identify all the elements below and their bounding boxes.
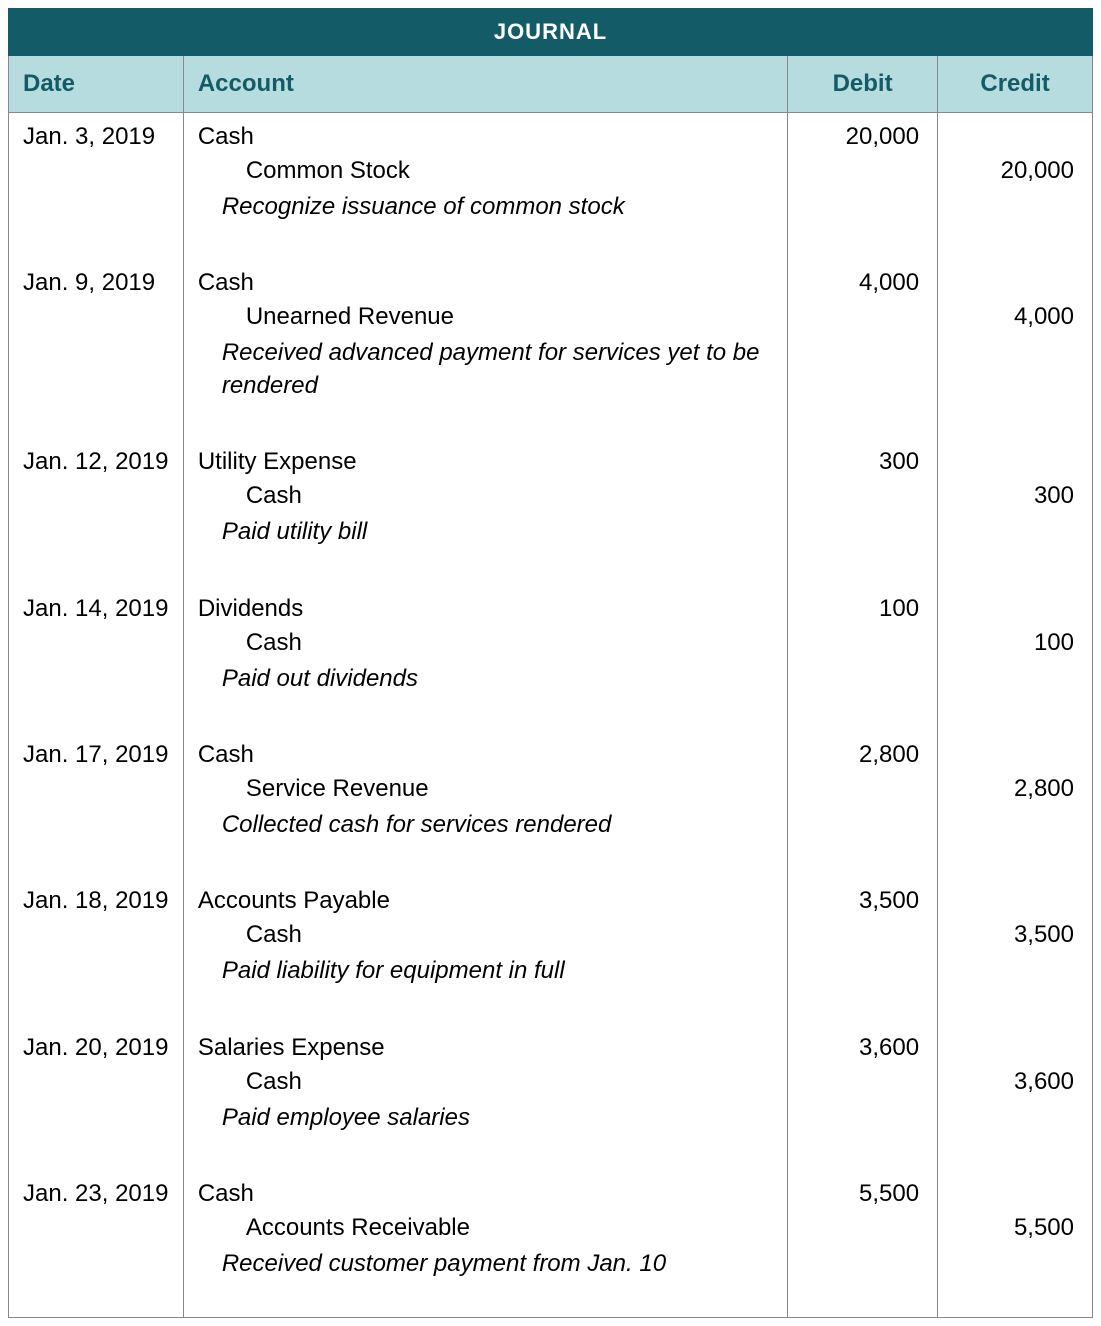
entry-memo: Recognize issuance of common stock: [198, 191, 773, 223]
entry-date: Jan. 14, 2019: [9, 585, 184, 731]
entry-memo: Paid employee salaries: [198, 1102, 773, 1134]
entry-debit: 100: [788, 585, 938, 731]
credit-value: 4,000: [952, 303, 1074, 331]
entry-credit: 3,500: [938, 877, 1093, 1023]
debit-account: Cash: [198, 741, 773, 769]
journal-entry: Jan. 23, 2019 Cash Accounts Receivable Rece…: [9, 1170, 1093, 1317]
journal-entry: Jan. 14, 2019 Dividends Cash Paid out divid…: [9, 585, 1093, 731]
entry-credit: 100: [938, 585, 1093, 731]
credit-value: 5,500: [952, 1214, 1074, 1242]
credit-value: 100: [952, 629, 1074, 657]
credit-account: Cash: [198, 1068, 773, 1096]
entry-accounts: Cash Service Revenue Collected cash for se…: [183, 731, 787, 877]
entry-debit: 300: [788, 438, 938, 584]
debit-account: Cash: [198, 1180, 773, 1208]
journal-entry: Jan. 12, 2019 Utility Expense Cash Paid uti…: [9, 438, 1093, 584]
credit-value: 3,500: [952, 921, 1074, 949]
entry-credit: 2,800: [938, 731, 1093, 877]
credit-account: Cash: [198, 482, 773, 510]
debit-account: Cash: [198, 269, 773, 297]
header-date: Date: [9, 56, 184, 113]
debit-account: Accounts Payable: [198, 887, 773, 915]
header-debit: Debit: [788, 56, 938, 113]
entry-credit: 3,600: [938, 1024, 1093, 1170]
entry-memo: Collected cash for services rendered: [198, 809, 773, 841]
entry-memo: Paid utility bill: [198, 516, 773, 548]
journal-entry: Jan. 18, 2019 Accounts Payable Cash Paid li…: [9, 877, 1093, 1023]
entry-credit: 300: [938, 438, 1093, 584]
journal-entry: Jan. 20, 2019 Salaries Expense Cash Paid em…: [9, 1024, 1093, 1170]
credit-account: Service Revenue: [198, 775, 773, 803]
entry-accounts: Utility Expense Cash Paid utility bill: [183, 438, 787, 584]
credit-value: 3,600: [952, 1068, 1074, 1096]
entry-debit: 4,000: [788, 259, 938, 438]
credit-account: Common Stock: [198, 157, 773, 185]
journal-entry: Jan. 17, 2019 Cash Service Revenue Collecte…: [9, 731, 1093, 877]
entry-memo: Received customer payment from Jan. 10: [198, 1248, 773, 1280]
entry-credit: 20,000: [938, 113, 1093, 260]
entry-credit: 4,000: [938, 259, 1093, 438]
entry-date: Jan. 20, 2019: [9, 1024, 184, 1170]
entry-debit: 2,800: [788, 731, 938, 877]
header-account: Account: [183, 56, 787, 113]
credit-value: 2,800: [952, 775, 1074, 803]
credit-account: Unearned Revenue: [198, 303, 773, 331]
journal-entry: Jan. 3, 2019 Cash Common Stock Recognize is…: [9, 113, 1093, 260]
entry-accounts: Accounts Payable Cash Paid liability for e…: [183, 877, 787, 1023]
entry-debit: 3,600: [788, 1024, 938, 1170]
entry-memo: Paid liability for equipment in full: [198, 955, 773, 987]
credit-account: Cash: [198, 921, 773, 949]
credit-account: Cash: [198, 629, 773, 657]
header-credit: Credit: [938, 56, 1093, 113]
entry-accounts: Dividends Cash Paid out dividends: [183, 585, 787, 731]
entry-debit: 5,500: [788, 1170, 938, 1317]
entry-date: Jan. 12, 2019: [9, 438, 184, 584]
debit-account: Salaries Expense: [198, 1034, 773, 1062]
entry-memo: Paid out dividends: [198, 663, 773, 695]
title-row: JOURNAL: [9, 9, 1093, 56]
entry-memo: Received advanced payment for services y…: [198, 337, 773, 402]
entry-debit: 3,500: [788, 877, 938, 1023]
debit-account: Cash: [198, 123, 773, 151]
entry-accounts: Cash Unearned Revenue Received advanced pa…: [183, 259, 787, 438]
debit-account: Utility Expense: [198, 448, 773, 476]
entry-accounts: Salaries Expense Cash Paid employee salari…: [183, 1024, 787, 1170]
entry-date: Jan. 9, 2019: [9, 259, 184, 438]
debit-account: Dividends: [198, 595, 773, 623]
entry-credit: 5,500: [938, 1170, 1093, 1317]
credit-value: 20,000: [952, 157, 1074, 185]
header-row: Date Account Debit Credit: [9, 56, 1093, 113]
journal-entry: Jan. 9, 2019 Cash Unearned Revenue Received…: [9, 259, 1093, 438]
entry-accounts: Cash Accounts Receivable Received customer…: [183, 1170, 787, 1317]
entry-date: Jan. 18, 2019: [9, 877, 184, 1023]
entry-debit: 20,000: [788, 113, 938, 260]
journal-title: JOURNAL: [9, 9, 1093, 56]
entry-date: Jan. 3, 2019: [9, 113, 184, 260]
entry-date: Jan. 17, 2019: [9, 731, 184, 877]
credit-value: 300: [952, 482, 1074, 510]
entry-date: Jan. 23, 2019: [9, 1170, 184, 1317]
journal-body: Jan. 3, 2019 Cash Common Stock Recognize is…: [9, 113, 1093, 1318]
credit-account: Accounts Receivable: [198, 1214, 773, 1242]
journal-table: JOURNAL Date Account Debit Credit Jan. 3…: [8, 8, 1093, 1318]
entry-accounts: Cash Common Stock Recognize issuance of co…: [183, 113, 787, 260]
